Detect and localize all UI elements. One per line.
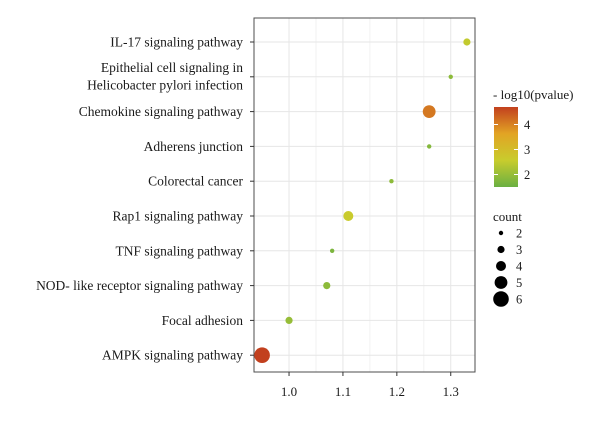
y-category-label: Focal adhesion <box>162 313 244 328</box>
data-point <box>422 105 436 118</box>
data-point <box>323 282 331 290</box>
color-legend-tick-label: 4 <box>524 118 531 132</box>
data-point <box>343 211 354 221</box>
data-point <box>448 74 453 80</box>
y-category-label: Chemokine signaling pathway <box>79 104 243 119</box>
data-points <box>254 38 471 364</box>
grid-lines <box>254 18 475 372</box>
data-point <box>329 248 335 253</box>
size-legend-label: 3 <box>516 243 522 257</box>
y-category-label: Colorectal cancer <box>148 174 243 189</box>
size-legend-dot <box>493 291 509 307</box>
size-legend-label: 6 <box>516 293 522 307</box>
y-category-label: AMPK signaling pathway <box>102 348 243 363</box>
y-category-label: IL-17 signaling pathway <box>110 35 243 50</box>
size-legend-label: 2 <box>516 227 522 241</box>
color-legend-tick-label: 3 <box>524 143 530 157</box>
y-category-label: Rap1 signaling pathway <box>113 209 244 224</box>
size-legend-dot <box>494 276 508 289</box>
y-category-label: Helicobacter pylori infection <box>87 77 243 92</box>
color-bar <box>494 107 518 187</box>
data-point <box>254 347 270 364</box>
y-category-label: Epithelial cell signaling in <box>101 60 243 75</box>
data-point <box>285 316 293 324</box>
size-legend-title: count <box>493 209 522 224</box>
color-legend-tick-label: 2 <box>524 168 530 182</box>
x-tick-label: 1.3 <box>443 384 459 399</box>
x-axis: 1.0 1.1 1.2 1.3 <box>281 372 459 399</box>
color-legend: - log10(pvalue) 2 3 4 <box>493 87 574 187</box>
size-legend-label: 5 <box>516 276 522 290</box>
x-tick-label: 1.1 <box>335 384 351 399</box>
x-tick-label: 1.0 <box>281 384 297 399</box>
size-legend: count 2 3 4 5 6 <box>493 209 523 307</box>
data-point <box>426 144 432 149</box>
y-axis-labels: IL-17 signaling pathway Epithelial cell s… <box>36 35 254 363</box>
size-legend-dot <box>496 261 506 271</box>
size-legend-dot <box>497 245 505 254</box>
color-legend-title: - log10(pvalue) <box>493 87 574 102</box>
y-category-label: Adherens junction <box>144 139 244 154</box>
data-point <box>463 38 471 46</box>
data-point <box>389 179 394 184</box>
size-legend-dot <box>498 230 504 236</box>
y-category-label: NOD- like receptor signaling pathway <box>36 278 243 293</box>
y-category-label: TNF signaling pathway <box>116 243 244 258</box>
x-tick-label: 1.2 <box>389 384 405 399</box>
size-legend-label: 4 <box>516 260 523 274</box>
